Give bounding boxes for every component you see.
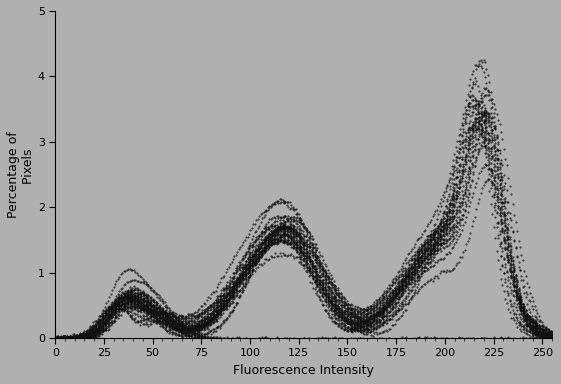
- Y-axis label: Percentage of
    Pixels: Percentage of Pixels: [7, 131, 35, 218]
- X-axis label: Fluorescence Intensity: Fluorescence Intensity: [233, 364, 374, 377]
